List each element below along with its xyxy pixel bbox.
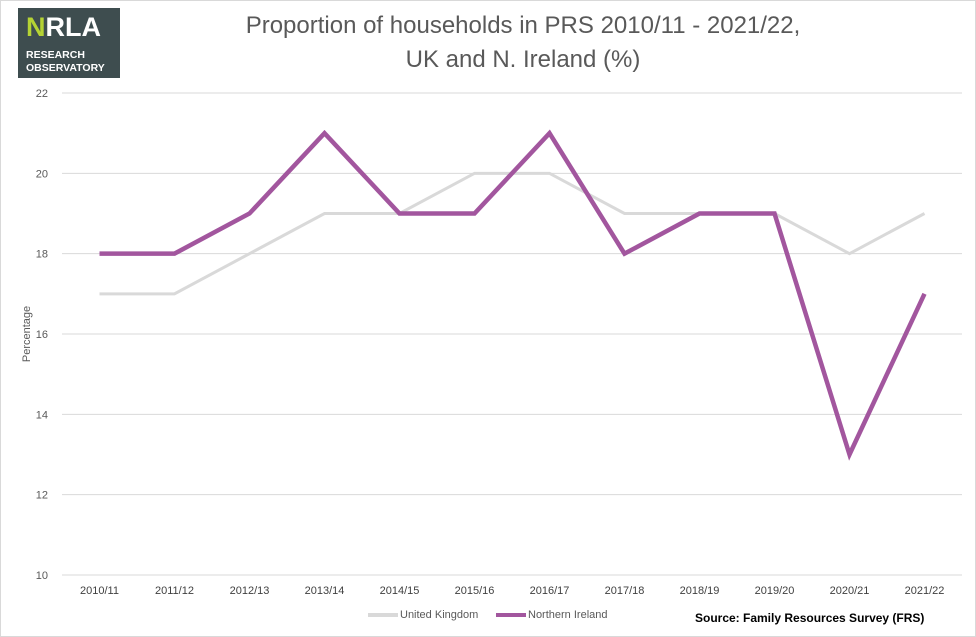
y-axis-label: Percentage bbox=[21, 306, 33, 362]
x-tick-label: 2018/19 bbox=[680, 585, 720, 597]
x-tick-label: 2019/20 bbox=[755, 585, 795, 597]
series-line-united-kingdom bbox=[99, 171, 926, 296]
x-tick-label: 2016/17 bbox=[530, 585, 570, 597]
y-tick-label: 12 bbox=[36, 490, 48, 502]
logo-line1: RESEARCH bbox=[26, 49, 85, 61]
x-tick-label: 2011/12 bbox=[155, 585, 194, 597]
y-tick-label: 20 bbox=[36, 168, 48, 180]
logo-line2: OBSERVATORY bbox=[26, 62, 105, 74]
x-tick-label: 2014/15 bbox=[380, 585, 420, 597]
chart-title-line2: UK and N. Ireland (%) bbox=[405, 46, 641, 73]
legend-item-ni: Northern Ireland bbox=[496, 609, 608, 621]
series-line-northern-ireland bbox=[99, 129, 927, 461]
legend-swatch-uk bbox=[368, 613, 398, 617]
logo-brand-mark: N bbox=[26, 12, 46, 42]
y-tick-label: 22 bbox=[36, 88, 48, 100]
legend-swatch-ni bbox=[496, 613, 526, 617]
source-note: Source: Family Resources Survey (FRS) bbox=[695, 611, 925, 625]
x-tick-label: 2012/13 bbox=[230, 585, 270, 597]
y-tick-label: 16 bbox=[36, 329, 48, 341]
legend-label-ni: Northern Ireland bbox=[528, 609, 608, 621]
x-tick-label: 2017/18 bbox=[605, 585, 645, 597]
y-tick-label: 18 bbox=[36, 249, 48, 261]
x-tick-label: 2015/16 bbox=[455, 585, 495, 597]
y-tick-label: 14 bbox=[36, 409, 48, 421]
x-tick-label: 2021/22 bbox=[905, 585, 945, 597]
x-tick-label: 2010/11 bbox=[80, 585, 119, 597]
logo-brand: NRLA bbox=[26, 12, 101, 43]
chart-title-line1: Proportion of households in PRS 2010/11 … bbox=[245, 12, 801, 39]
y-tick-label: 10 bbox=[36, 570, 48, 582]
x-tick-label: 2020/21 bbox=[830, 585, 870, 597]
legend-item-uk: United Kingdom bbox=[368, 609, 478, 621]
nrla-logo: NRLA RESEARCH OBSERVATORY bbox=[18, 8, 120, 78]
logo-brand-rest: RLA bbox=[45, 12, 102, 42]
x-tick-label: 2013/14 bbox=[305, 585, 345, 597]
legend-label-uk: United Kingdom bbox=[400, 609, 479, 621]
